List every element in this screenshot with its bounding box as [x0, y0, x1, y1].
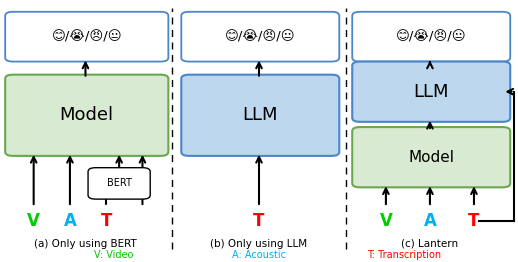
FancyBboxPatch shape [88, 168, 150, 199]
Text: LLM: LLM [242, 106, 278, 124]
Text: (a) Only using BERT: (a) Only using BERT [34, 239, 137, 249]
Text: V: Video: V: Video [94, 250, 134, 260]
Text: A: Acoustic: A: Acoustic [232, 250, 286, 260]
Text: Model: Model [408, 150, 454, 165]
FancyBboxPatch shape [181, 75, 339, 156]
Text: T: T [253, 212, 265, 230]
FancyBboxPatch shape [181, 12, 339, 62]
Text: 😊/😭/😠/😐: 😊/😭/😠/😐 [225, 30, 296, 43]
Text: T: T [468, 212, 480, 230]
FancyBboxPatch shape [352, 127, 510, 187]
Text: A: A [64, 212, 76, 230]
FancyBboxPatch shape [352, 62, 510, 122]
Text: BERT: BERT [107, 178, 132, 188]
Text: A: A [424, 212, 436, 230]
Text: V: V [27, 212, 40, 230]
Text: 😊/😭/😠/😐: 😊/😭/😠/😐 [51, 30, 122, 43]
Text: T: Transcription: T: Transcription [367, 250, 441, 260]
Text: LLM: LLM [413, 83, 449, 101]
FancyBboxPatch shape [5, 75, 168, 156]
Text: Model: Model [60, 106, 114, 124]
Text: (b) Only using LLM: (b) Only using LLM [210, 239, 308, 249]
Text: V: V [380, 212, 392, 230]
Text: 😊/😭/😠/😐: 😊/😭/😠/😐 [396, 30, 467, 43]
FancyBboxPatch shape [5, 12, 168, 62]
FancyBboxPatch shape [352, 12, 510, 62]
Text: (c) Lantern: (c) Lantern [401, 239, 458, 249]
Text: T: T [100, 212, 112, 230]
